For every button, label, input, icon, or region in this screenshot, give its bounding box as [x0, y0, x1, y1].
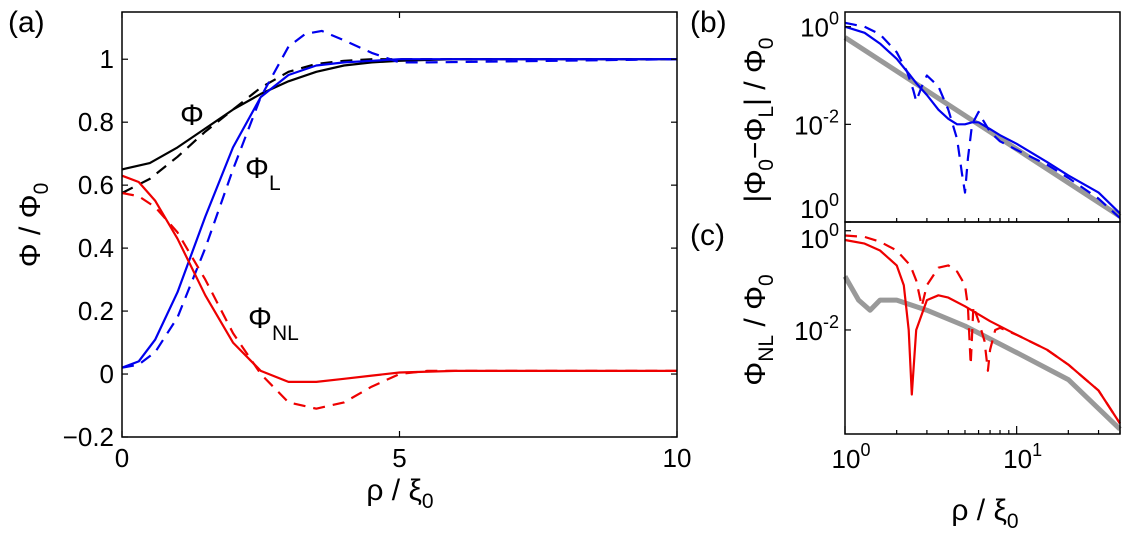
panel-a-ylabel: Φ / Φ0 — [14, 183, 53, 268]
panel-a-xtick-label: 0 — [115, 443, 129, 473]
panel-a-lines — [121, 29, 678, 410]
panel-c-ticks: 100 10-2 100 101 — [794, 220, 1121, 474]
panel-c-frame — [844, 221, 1121, 435]
panel-a-ytick-label: 0.4 — [78, 233, 114, 263]
panel-c-xtick-label: 101 — [1003, 440, 1042, 474]
panel-b-lines — [843, 21, 1122, 219]
panel-a-series-3 — [121, 29, 678, 369]
panel-b: (b) 100 10-2 100 |Φ0−ΦL| / Φ0 — [690, 6, 1122, 224]
panel-c-xlabel: ρ / ξ0 — [951, 494, 1018, 533]
panel-a-xlabel: ρ / ξ0 — [366, 474, 433, 513]
panel-a-ticks: 0 5 10−0.200.20.40.60.81 — [63, 12, 692, 473]
panel-b-series-1 — [844, 25, 1121, 215]
panel-b-series-0 — [843, 35, 1122, 219]
panel-b-ticks: 100 10-2 100 — [794, 9, 1121, 224]
panel-a-ytick-label: 0.2 — [78, 296, 114, 326]
panel-a-xtick-label: 5 — [392, 443, 406, 473]
panel-b-ylabel: |Φ0−ΦL| / Φ0 — [739, 38, 778, 203]
panel-c-series-0 — [842, 275, 1122, 432]
panel-a-series-2 — [121, 58, 677, 369]
panel-a-ytick-label: 0.6 — [78, 170, 114, 200]
panel-c-ytick-label: 10-2 — [794, 312, 839, 346]
panel-c-xtick-label: 100 — [832, 440, 871, 474]
annotation-phi: Φ — [180, 99, 204, 132]
panel-a: (a) 0 5 10−0.200.20.40.60.81 ρ / ξ0 Φ / Φ0… — [8, 6, 691, 513]
panel-a-ytick-label: 1 — [100, 44, 114, 74]
panel-a-ytick-label: 0 — [100, 359, 114, 389]
panel-a-series-4 — [121, 174, 677, 383]
panel-b-ytick-label: 100 — [800, 9, 839, 43]
panel-a-series-1 — [121, 58, 677, 194]
panel-c-label: (c) — [690, 219, 725, 252]
panel-c-lines — [842, 234, 1122, 432]
panel-b-ytick-label: 10-2 — [794, 106, 839, 140]
panel-c-ylabel: ΦNL / Φ0 — [739, 274, 778, 385]
panel-a-ytick-label: 0.8 — [78, 107, 114, 137]
annotation-phi-nl: ΦNL — [248, 302, 299, 345]
panel-a-series-0 — [121, 58, 677, 171]
panel-b-label: (b) — [690, 6, 727, 39]
panel-a-xtick-label: 10 — [663, 443, 692, 473]
panel-b-ytick-label: 100 — [800, 190, 839, 224]
panel-c-series-2 — [844, 234, 1121, 425]
panel-a-ytick-label: −0.2 — [63, 422, 114, 452]
annotation-phi-l: ΦL — [245, 152, 281, 195]
panel-a-series-5 — [121, 191, 677, 410]
panel-c-ytick-label: 100 — [800, 220, 839, 254]
panel-b-series-2 — [844, 21, 1121, 219]
panel-a-label: (a) — [8, 6, 45, 39]
panel-c: (c) 100 10-2 100 101 ρ / ξ0 ΦNL / Φ0 — [690, 219, 1122, 533]
